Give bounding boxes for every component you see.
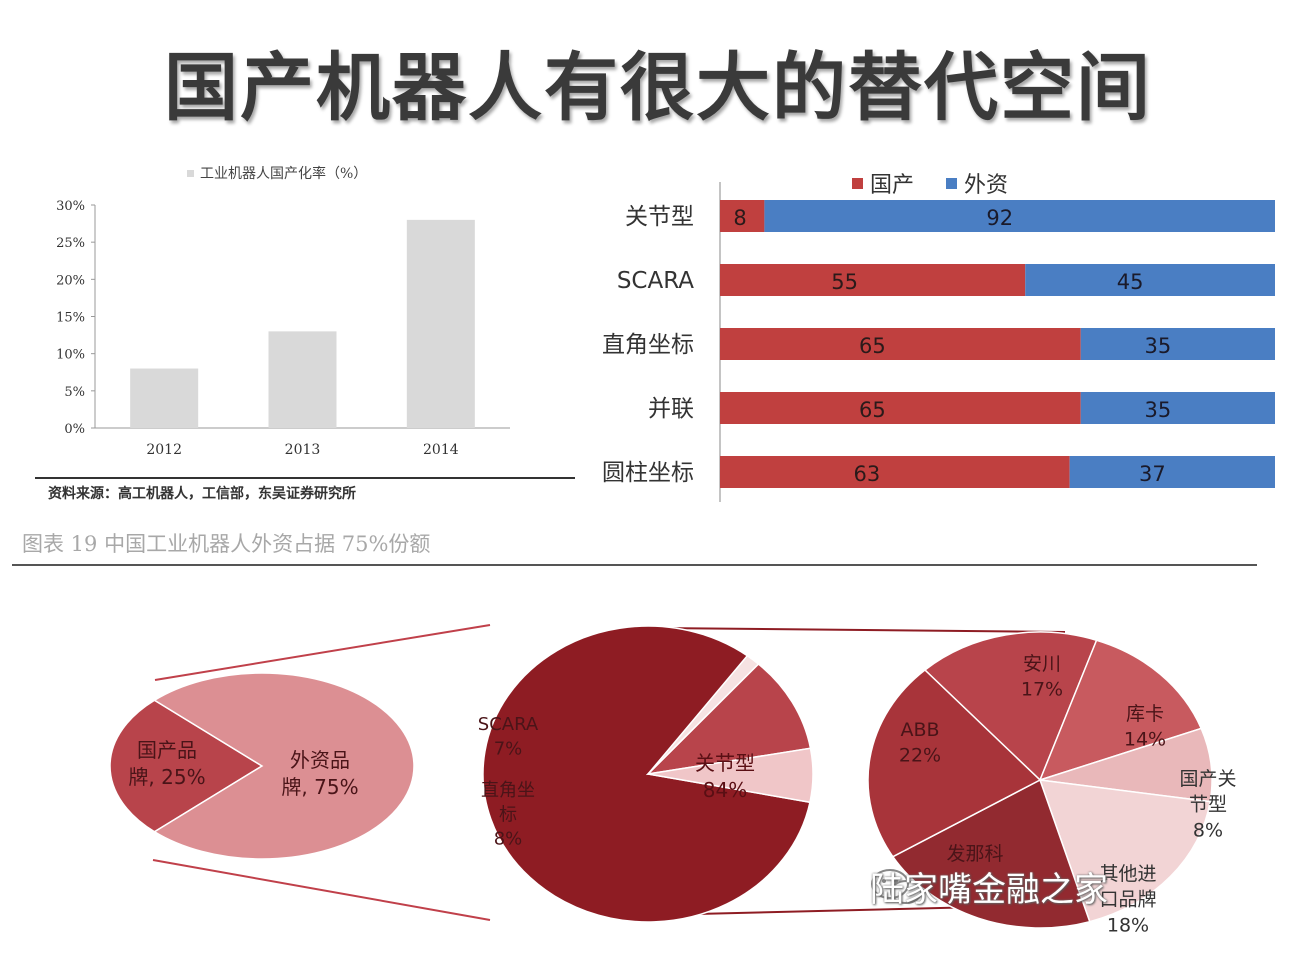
y-tick-label: 15% [56, 311, 85, 326]
legend-label-domestic: 国产 [870, 173, 914, 198]
source-note: 资料来源：高工机器人，工信部，东吴证券研究所 [48, 485, 356, 502]
bar-domestic [720, 392, 1081, 424]
pie1-label-domestic: 国产品牌, 25% [128, 738, 205, 789]
bar-foreign [1025, 264, 1275, 296]
bar-domestic [720, 264, 1026, 296]
pie3-slice [891, 778, 1091, 929]
pie2-slice-other [647, 654, 760, 775]
pie2-label-cartesian: 直角坐标 8% [481, 780, 535, 850]
x-tick-label: 2013 [285, 442, 321, 458]
data-label-foreign: 35 [1145, 398, 1172, 422]
data-label-foreign: 92 [986, 206, 1013, 230]
slide-title: 国产机器人有很大的替代空间 [164, 45, 1152, 131]
pie3-label-domestic-joint: 国产关节型 8% [1179, 768, 1236, 841]
data-label-foreign: 45 [1117, 270, 1144, 294]
watermark-text: 陆家嘴金融之家 [870, 870, 1108, 910]
data-label-domestic: 55 [831, 270, 858, 294]
y-tick-label: 20% [56, 273, 85, 288]
legend-label: 工业机器人国产化率（%） [200, 165, 367, 182]
pie3-slice [867, 669, 1042, 858]
bar-domestic [720, 456, 1070, 488]
pie3-label-abb: ABB 22% [899, 719, 941, 767]
y-tick-label: 0% [64, 422, 85, 437]
y-tick-label: 10% [56, 348, 85, 363]
legend-label-foreign: 外资 [964, 173, 1008, 198]
bar-2013 [268, 331, 337, 428]
pie1-label-foreign: 外资品牌, 75% [281, 748, 358, 799]
category-label: 直角坐标 [602, 332, 694, 358]
pie2-slice-cartesian [647, 747, 814, 804]
pie3-label-kuka: 库卡 14% [1124, 703, 1166, 751]
caption-divider [12, 564, 1257, 566]
pie3-label-other-import: 其他进口品牌 18% [1099, 863, 1156, 936]
y-tick-label: 30% [56, 199, 85, 214]
connector-top [154, 624, 491, 681]
data-label-domestic: 65 [859, 398, 886, 422]
x-tick-label: 2012 [146, 442, 182, 458]
connector-top-2 [654, 627, 1066, 633]
category-label: SCARA [617, 268, 694, 294]
figure-caption: 图表 19 中国工业机器人外资占据 75%份额 [22, 532, 431, 556]
legend-swatch-foreign [946, 178, 957, 189]
x-tick-label: 2014 [423, 442, 459, 458]
category-label: 关节型 [625, 204, 694, 230]
pie2-slice-scara [645, 663, 812, 776]
category-label: 并联 [648, 396, 694, 422]
legend-swatch [187, 170, 194, 177]
y-tick-label: 25% [56, 236, 85, 251]
data-label-domestic: 63 [853, 462, 880, 486]
bar-2014 [406, 219, 475, 428]
bar-2012 [130, 368, 199, 428]
pie3-slice [923, 631, 1098, 782]
bar-domestic [720, 328, 1081, 360]
data-label-foreign: 35 [1145, 334, 1172, 358]
pie1-slice-domestic [109, 699, 264, 833]
y-tick-label: 5% [64, 385, 85, 400]
bar-foreign [764, 200, 1275, 232]
legend-swatch-domestic [852, 178, 863, 189]
connector-bottom [152, 859, 491, 921]
pie3-slice [1038, 779, 1212, 923]
data-label-domestic: 8 [733, 206, 746, 230]
pie2-slice-joint [482, 625, 811, 923]
bar-foreign [1080, 328, 1275, 360]
bar-foreign [1069, 456, 1275, 488]
pie2-label-scara: SCARA 7% [478, 714, 539, 759]
data-label-foreign: 37 [1139, 462, 1166, 486]
pie3-label-fanuc: 发那科 [946, 843, 1003, 865]
bar-foreign [1080, 392, 1275, 424]
pie3-label-yaskawa: 安川 17% [1021, 653, 1063, 701]
pie3-slice [1038, 639, 1203, 782]
market-share-pie-charts: 国产品牌, 25% 外资品牌, 75% 关节型 84% SCARA 7% 直角坐标 8% 安川 1… [109, 624, 1237, 936]
bar-domestic [720, 200, 765, 232]
data-label-domestic: 65 [859, 334, 886, 358]
localization-rate-bar-chart: 工业机器人国产化率（%） 0% 5% 10% 15% 20% 25% 30% 2012 2013 2… [35, 165, 575, 502]
pie1-slice-foreign [153, 672, 415, 860]
pie2-label-joint: 关节型 84% [695, 751, 755, 802]
wechat-icon [871, 869, 922, 904]
category-label: 圆柱坐标 [602, 460, 694, 486]
